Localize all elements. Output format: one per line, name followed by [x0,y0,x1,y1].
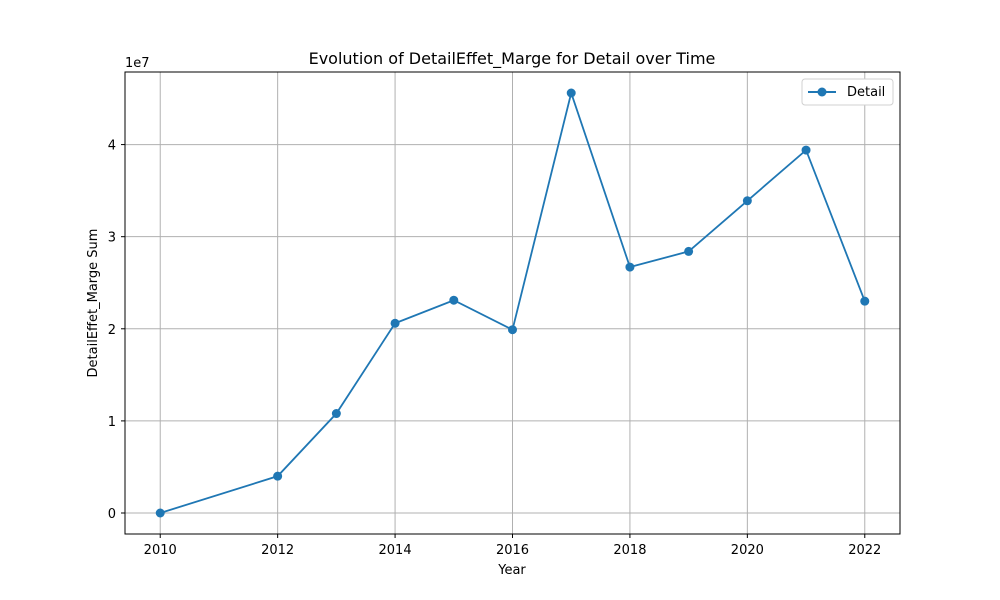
data-point [684,246,694,256]
x-tick-label: 2020 [731,543,764,558]
x-tick-label: 2016 [496,543,529,558]
y-axis-label: DetailEffet_Marge Sum [86,229,101,378]
legend-box [801,78,894,106]
data-point [508,325,517,335]
x-tick-label: 2010 [144,543,177,558]
legend-label-detail: Detail [847,85,885,100]
y-tick-label: 4 [108,139,116,154]
x-tick-label: 2014 [379,543,412,558]
x-axis-label: Year [497,563,526,578]
data-point [625,262,635,272]
plot-area-frame [124,71,901,535]
y-tick-label: 3 [108,231,116,246]
data-point [566,88,576,98]
data-point [742,196,752,206]
x-tick-label: 2022 [848,543,881,558]
legend: Detail [801,78,894,106]
data-point [801,145,811,155]
data-point [390,318,400,328]
legend-marker-detail [817,87,827,97]
y-tick-label: 0 [108,507,116,522]
series-layer [155,88,870,518]
x-tick-label: 2018 [613,543,646,558]
x-tick-label: 2012 [261,543,294,558]
axis-ticks: 2010 2012 2014 2016 2018 2020 2022 0 1 2 3 4 [108,139,882,558]
data-point [449,295,459,305]
series-line-detail [159,89,866,514]
data-point [273,471,283,481]
y-offset-label: 1e7 [125,56,150,71]
data-point [860,296,870,306]
y-tick-label: 2 [108,323,116,338]
data-point [331,409,341,419]
y-tick-label: 1 [108,415,116,430]
chart-title: Evolution of DetailEffet_Marge for Detai… [309,49,716,69]
data-point [155,508,165,518]
